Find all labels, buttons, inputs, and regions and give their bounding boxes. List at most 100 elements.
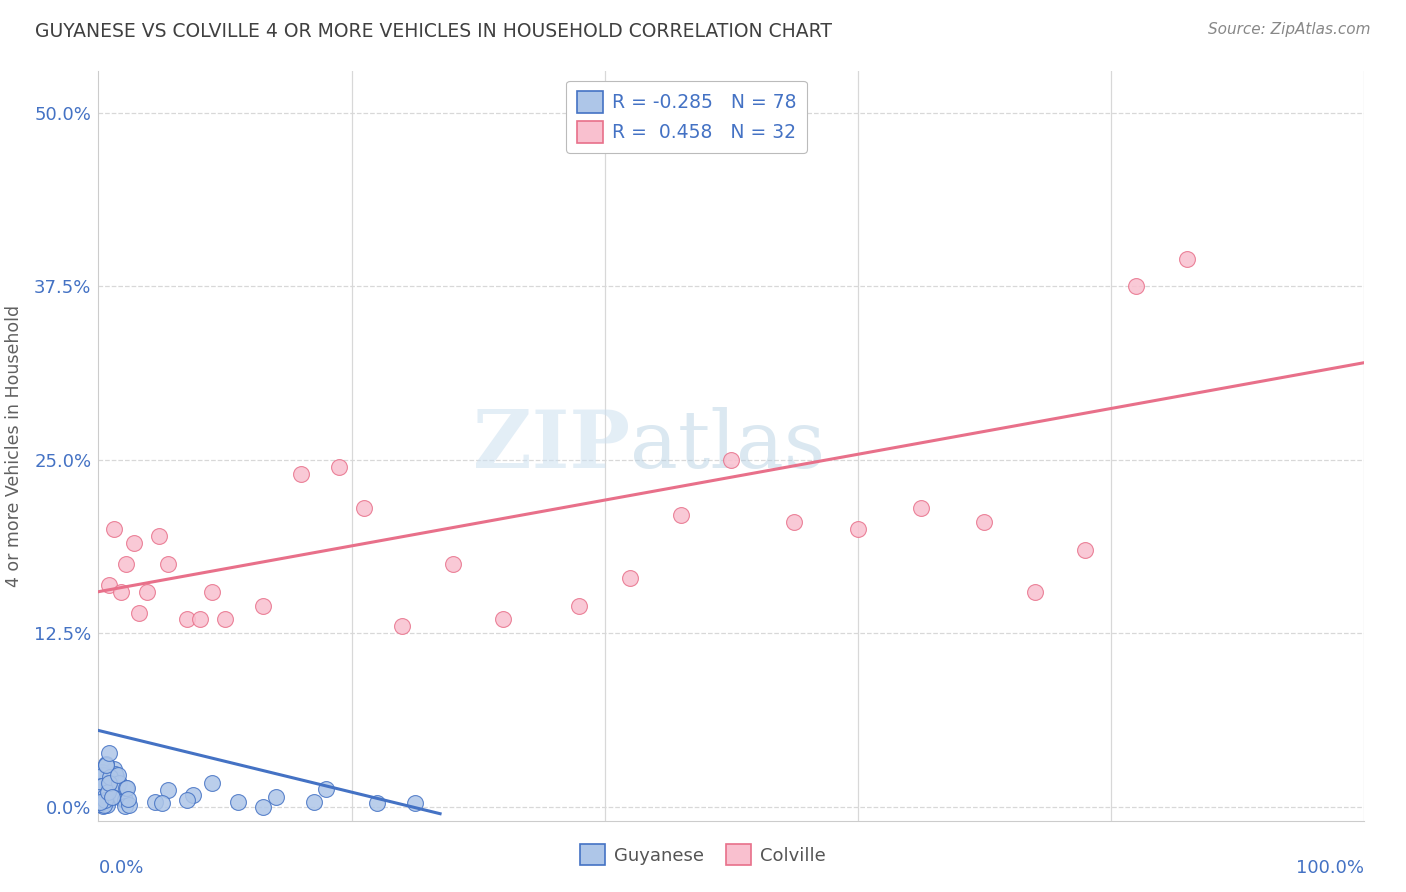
Point xyxy=(96,794,118,808)
Point xyxy=(91,784,114,798)
Point xyxy=(148,529,170,543)
Point xyxy=(91,798,114,813)
Point xyxy=(252,799,274,814)
Point xyxy=(103,762,125,776)
Point xyxy=(492,612,515,626)
Point xyxy=(115,781,138,796)
Point xyxy=(117,791,139,805)
Point xyxy=(114,793,136,807)
Point xyxy=(115,780,138,795)
Point xyxy=(98,789,121,804)
Point xyxy=(97,780,120,795)
Text: atlas: atlas xyxy=(630,407,825,485)
Point xyxy=(128,606,150,620)
Point xyxy=(157,782,180,797)
Y-axis label: 4 or more Vehicles in Household: 4 or more Vehicles in Household xyxy=(6,305,22,587)
Point xyxy=(107,768,129,782)
Point xyxy=(93,792,115,806)
Point xyxy=(105,769,128,783)
Point xyxy=(97,578,120,592)
Point xyxy=(108,776,131,790)
Point xyxy=(98,791,121,805)
Point xyxy=(100,789,122,804)
Point xyxy=(87,790,110,805)
Point xyxy=(87,780,110,794)
Point xyxy=(122,536,145,550)
Point xyxy=(1024,584,1046,599)
Point xyxy=(176,612,198,626)
Point xyxy=(353,501,375,516)
Point xyxy=(328,459,350,474)
Point xyxy=(1125,279,1147,293)
Point xyxy=(94,789,117,804)
Point xyxy=(101,771,124,785)
Point xyxy=(669,508,692,523)
Point xyxy=(96,791,118,805)
Point xyxy=(201,584,224,599)
Point xyxy=(145,795,166,809)
Point xyxy=(93,783,115,797)
Point xyxy=(391,619,413,633)
Point xyxy=(110,584,132,599)
Point xyxy=(176,793,198,807)
Point xyxy=(89,794,111,808)
Point xyxy=(1175,252,1198,266)
Point xyxy=(103,768,125,782)
Point xyxy=(110,791,132,805)
Point xyxy=(89,795,111,809)
Point xyxy=(157,557,180,571)
Point xyxy=(91,795,114,809)
Point xyxy=(619,571,641,585)
Point xyxy=(98,776,121,790)
Legend: Guyanese, Colville: Guyanese, Colville xyxy=(572,837,834,872)
Text: 0.0%: 0.0% xyxy=(98,860,143,878)
Point xyxy=(973,516,995,530)
Point xyxy=(290,467,312,481)
Point xyxy=(93,793,115,807)
Point xyxy=(104,767,127,781)
Point xyxy=(97,779,120,793)
Point xyxy=(214,612,236,626)
Point xyxy=(98,776,121,790)
Point xyxy=(90,787,112,801)
Point xyxy=(97,785,120,799)
Point xyxy=(183,788,205,802)
Point xyxy=(366,797,388,811)
Text: GUYANESE VS COLVILLE 4 OR MORE VEHICLES IN HOUSEHOLD CORRELATION CHART: GUYANESE VS COLVILLE 4 OR MORE VEHICLES … xyxy=(35,22,832,41)
Point xyxy=(910,501,932,516)
Point xyxy=(91,779,114,793)
Point xyxy=(89,797,111,811)
Point xyxy=(441,557,464,571)
Point xyxy=(150,797,173,811)
Point xyxy=(404,796,426,810)
Point xyxy=(201,776,224,790)
Point xyxy=(720,453,742,467)
Point xyxy=(87,789,110,804)
Point xyxy=(264,789,287,804)
Legend: R = -0.285   N = 78, R =  0.458   N = 32: R = -0.285 N = 78, R = 0.458 N = 32 xyxy=(567,81,807,153)
Point xyxy=(93,797,115,811)
Point xyxy=(188,612,211,626)
Point xyxy=(94,793,117,807)
Point xyxy=(568,599,591,613)
Point xyxy=(91,791,114,805)
Point xyxy=(91,794,114,808)
Point xyxy=(96,790,118,805)
Point xyxy=(315,781,337,796)
Point xyxy=(94,785,117,799)
Point xyxy=(94,757,117,772)
Point xyxy=(252,599,274,613)
Point xyxy=(98,746,121,760)
Point xyxy=(93,797,115,812)
Point xyxy=(90,765,112,780)
Point xyxy=(783,516,806,530)
Point xyxy=(118,797,141,812)
Point xyxy=(846,522,869,536)
Point xyxy=(135,584,157,599)
Point xyxy=(90,786,112,800)
Point xyxy=(226,796,249,810)
Point xyxy=(93,791,115,805)
Point xyxy=(100,770,122,784)
Point xyxy=(91,768,114,782)
Point xyxy=(96,772,118,786)
